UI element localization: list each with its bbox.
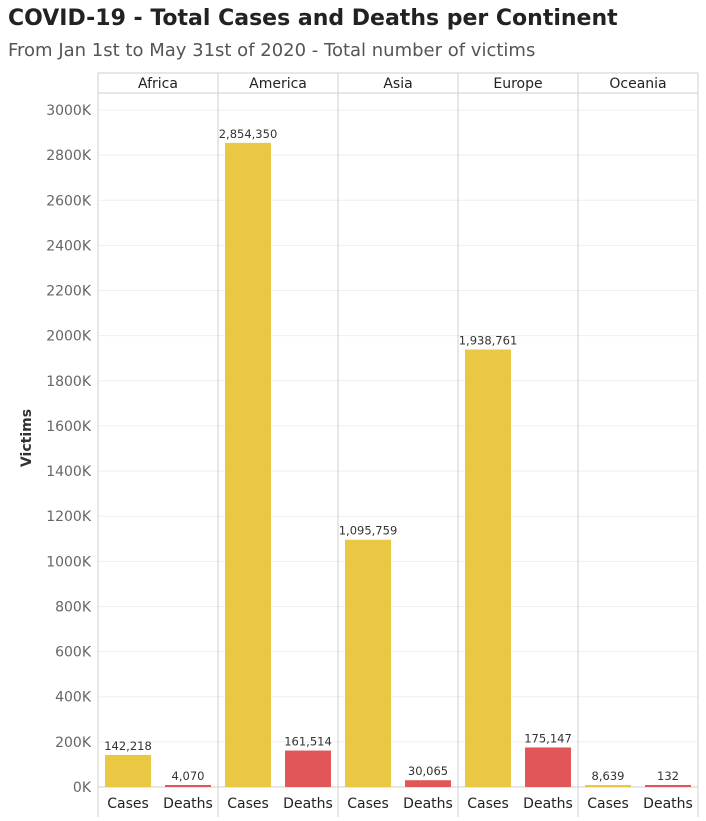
y-tick-label: 2800K bbox=[46, 148, 92, 164]
bar-europe-cases[interactable] bbox=[465, 349, 511, 787]
data-label: 161,514 bbox=[284, 735, 332, 749]
bar-oceania-deaths[interactable] bbox=[645, 785, 691, 787]
bar-asia-deaths[interactable] bbox=[405, 780, 451, 787]
data-label: 1,095,759 bbox=[339, 524, 398, 538]
y-tick-label: 1600K bbox=[46, 419, 92, 435]
chart-subtitle: From Jan 1st to May 31st of 2020 - Total… bbox=[8, 40, 536, 61]
bar-oceania-cases[interactable] bbox=[585, 785, 631, 787]
y-tick-label: 2000K bbox=[46, 329, 92, 345]
x-category-label: Cases bbox=[467, 796, 509, 812]
panel-label-europe: Europe bbox=[493, 76, 542, 92]
x-category-label: Cases bbox=[587, 796, 629, 812]
data-label: 142,218 bbox=[104, 739, 152, 753]
y-tick-label: 400K bbox=[55, 690, 92, 706]
x-category-label: Cases bbox=[347, 796, 389, 812]
bar-europe-deaths[interactable] bbox=[525, 747, 571, 787]
y-tick-label: 600K bbox=[55, 645, 92, 661]
y-tick-label: 3000K bbox=[46, 103, 92, 119]
x-category-label: Deaths bbox=[403, 796, 453, 812]
y-tick-label: 1800K bbox=[46, 374, 92, 390]
chart-title: COVID-19 - Total Cases and Deaths per Co… bbox=[8, 6, 618, 31]
x-category-label: Deaths bbox=[163, 796, 213, 812]
x-category-label: Cases bbox=[227, 796, 269, 812]
y-axis-label: Victims bbox=[19, 409, 35, 467]
y-tick-label: 2400K bbox=[46, 238, 92, 254]
x-category-label: Deaths bbox=[523, 796, 573, 812]
panel-label-africa: Africa bbox=[138, 76, 178, 92]
data-label: 2,854,350 bbox=[219, 127, 278, 141]
y-tick-label: 2600K bbox=[46, 193, 92, 209]
y-tick-label: 200K bbox=[55, 735, 92, 751]
data-label: 175,147 bbox=[524, 731, 572, 745]
x-category-label: Deaths bbox=[643, 796, 693, 812]
panel-label-asia: Asia bbox=[383, 76, 412, 92]
data-label: 132 bbox=[657, 769, 679, 783]
y-tick-label: 800K bbox=[55, 599, 92, 615]
bar-africa-deaths[interactable] bbox=[165, 785, 211, 787]
data-label: 1,938,761 bbox=[459, 333, 518, 347]
y-tick-label: 2200K bbox=[46, 284, 92, 300]
y-tick-label: 0K bbox=[73, 780, 92, 796]
x-category-label: Deaths bbox=[283, 796, 333, 812]
panel-label-america: America bbox=[249, 76, 307, 92]
bar-america-deaths[interactable] bbox=[285, 750, 331, 787]
y-tick-label: 1000K bbox=[46, 554, 92, 570]
y-tick-label: 1200K bbox=[46, 509, 92, 525]
data-label: 30,065 bbox=[408, 764, 448, 778]
bar-america-cases[interactable] bbox=[225, 142, 271, 787]
panel-label-oceania: Oceania bbox=[609, 76, 666, 92]
data-label: 4,070 bbox=[172, 769, 205, 783]
x-category-label: Cases bbox=[107, 796, 149, 812]
y-tick-label: 1400K bbox=[46, 464, 92, 480]
bar-asia-cases[interactable] bbox=[345, 539, 391, 787]
bar-africa-cases[interactable] bbox=[105, 754, 151, 787]
data-label: 8,639 bbox=[592, 769, 625, 783]
